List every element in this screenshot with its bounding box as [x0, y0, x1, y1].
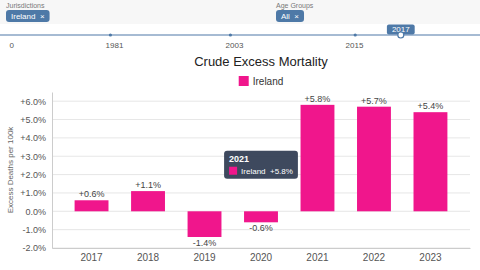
y-tick-label: +4.0% [20, 133, 46, 143]
chart-title: Crude Excess Mortality [194, 54, 328, 69]
bar[interactable] [414, 112, 448, 211]
data-label: +0.6% [79, 189, 105, 199]
data-label: +5.8% [305, 94, 331, 104]
bar[interactable] [188, 211, 222, 237]
x-tick: 2017 [80, 252, 103, 263]
y-axis-title: Excess Deaths per 100k [6, 126, 15, 214]
tooltip-text: Ireland +5.8% [241, 167, 293, 176]
y-axis-line [52, 93, 53, 249]
legend-label[interactable]: Ireland [253, 76, 284, 87]
grid [52, 101, 470, 248]
grid-line [52, 248, 470, 249]
filter-tag[interactable]: All × [276, 10, 304, 22]
y-axis: -2.0% -1.0% 0.0% +1.0% +2.0% +3.0% +4.0% +5.0% +… [20, 93, 52, 254]
bar[interactable] [244, 211, 278, 222]
y-tick-label: +2.0% [20, 170, 46, 180]
x-tick: 2018 [137, 252, 160, 263]
legend: Ireland [239, 76, 284, 87]
timeline-label: 2015 [346, 41, 364, 50]
grid-line [52, 192, 470, 193]
x-tick-label: 2017 [80, 252, 103, 263]
data-labels: +0.6% +1.1% -1.4% -0.6% +5.8% +5.7% +5.4% [79, 94, 444, 248]
data-label: +5.4% [418, 101, 444, 111]
x-tick-label: 2020 [250, 252, 273, 263]
y-tick-label: +6.0% [20, 97, 46, 107]
timeline-label: 0 [10, 41, 15, 50]
filter-label: Jurisdictions [6, 2, 45, 9]
y-tick-label: -2.0% [22, 243, 46, 253]
tooltip: 2021 Ireland +5.8% [224, 151, 298, 179]
filter-tag[interactable]: Ireland × [6, 10, 50, 22]
data-label: +1.1% [135, 180, 161, 190]
filter-tag-box[interactable] [6, 10, 50, 22]
timeline-slider[interactable] [398, 32, 404, 38]
tooltip-swatch [229, 167, 237, 175]
plot-area: -2.0% -1.0% 0.0% +1.0% +2.0% +3.0% +4.0% +5.0% +… [20, 93, 470, 264]
tooltip-title: 2021 [229, 154, 249, 164]
grid-line [52, 119, 470, 120]
bar[interactable] [357, 107, 391, 212]
y-tick: +2.0% [20, 170, 46, 180]
filter-strip [0, 0, 480, 24]
legend-item[interactable]: Ireland [239, 76, 284, 87]
y-tick: 0.0% [25, 207, 46, 217]
x-axis-line [53, 248, 471, 249]
timeline-dot [229, 33, 232, 36]
tooltip-box [224, 151, 298, 179]
timeline-dot [354, 33, 357, 36]
data-label: +5.7% [361, 96, 387, 106]
x-tick: 2020 [250, 252, 273, 263]
y-tick: +1.0% [20, 188, 46, 198]
bar[interactable] [75, 200, 109, 211]
data-label: -0.6% [249, 223, 273, 233]
grid-line [52, 137, 470, 138]
y-tick: -2.0% [22, 243, 46, 253]
x-tick: 2022 [363, 252, 386, 263]
x-tick-label: 2018 [137, 252, 160, 263]
y-tick-label: 0.0% [25, 207, 46, 217]
chart-svg: Jurisdictions Ireland × Age Groups All × 201… [0, 0, 480, 270]
x-tick-label: 2023 [419, 252, 442, 263]
x-tick-label: 2019 [193, 252, 216, 263]
bar[interactable] [301, 105, 335, 211]
timeline-dot [109, 33, 112, 36]
x-tick: 2019 [193, 252, 216, 263]
filter-tag-text[interactable]: All × [281, 12, 299, 21]
bars [75, 105, 448, 237]
y-tick-label: +5.0% [20, 115, 46, 125]
filter-tag-text[interactable]: Ireland × [11, 12, 45, 21]
x-tick-label: 2022 [363, 252, 386, 263]
y-tick-label: +3.0% [20, 152, 46, 162]
timeline-label: 2003 [226, 41, 244, 50]
y-tick-label: +1.0% [20, 188, 46, 198]
y-tick: +5.0% [20, 115, 46, 125]
bar[interactable] [131, 191, 165, 211]
filter-label: Age Groups [276, 2, 314, 10]
y-tick: -1.0% [22, 225, 46, 235]
x-tick-label: 2021 [306, 252, 329, 263]
y-tick: +6.0% [20, 97, 46, 107]
y-tick: +3.0% [20, 152, 46, 162]
x-tick: 2023 [419, 252, 442, 263]
y-tick-label: -1.0% [22, 225, 46, 235]
grid-line [52, 101, 470, 102]
filter-tag-box[interactable] [276, 10, 304, 22]
data-label: -1.4% [193, 238, 217, 248]
legend-swatch[interactable] [239, 76, 249, 86]
x-tick: 2021 [306, 252, 329, 263]
timeline-label: 1981 [106, 41, 124, 50]
timeline-line [0, 34, 480, 35]
y-tick: +4.0% [20, 133, 46, 143]
x-axis: 2017 2018 2019 2020 2021 2022 2023 [53, 249, 471, 264]
